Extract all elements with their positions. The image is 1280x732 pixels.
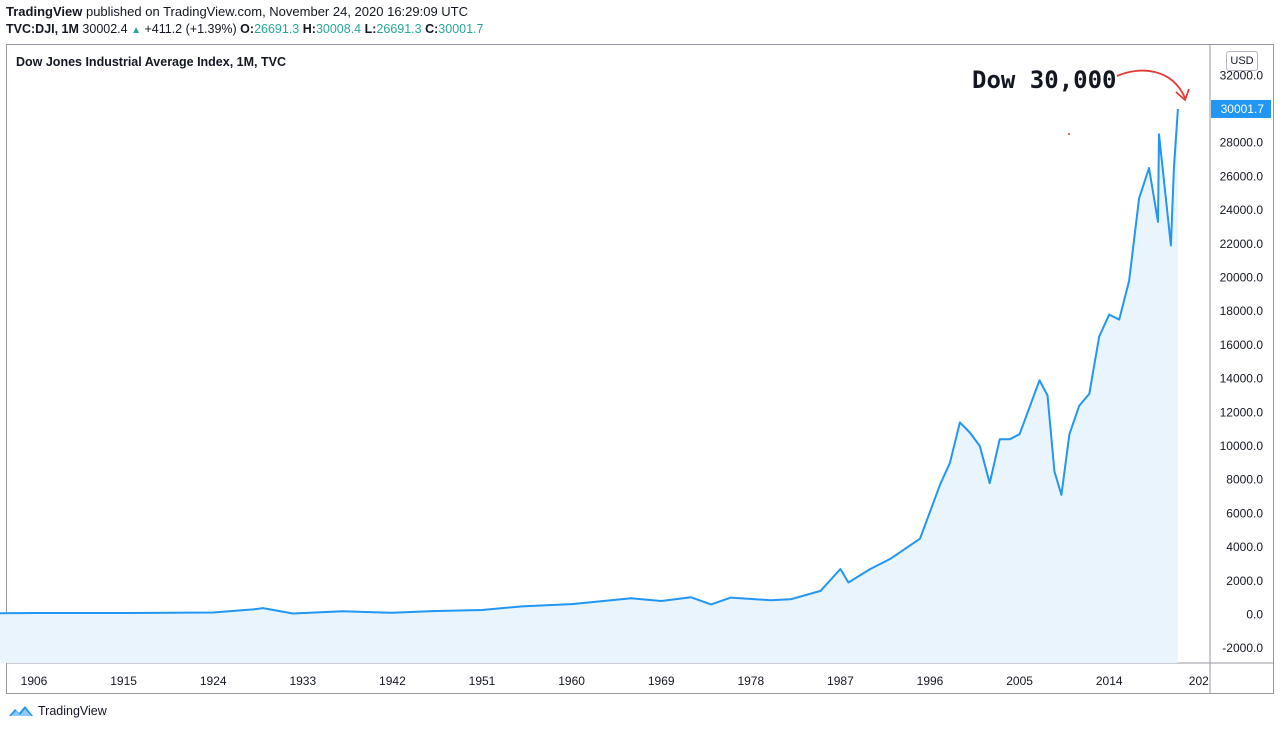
- close-value: 30001.7: [438, 22, 484, 36]
- high-label: H:: [302, 22, 316, 36]
- y-tick-label: 26000.0: [1220, 169, 1264, 183]
- y-tick-label: 0.0: [1246, 608, 1263, 622]
- last-price: 30002.4: [82, 22, 128, 36]
- y-tick-label: 2000.0: [1226, 574, 1263, 588]
- publisher-brand: TradingView: [6, 4, 83, 19]
- x-tick-label: 1969: [648, 674, 675, 688]
- y-tick-label: 22000.0: [1220, 237, 1264, 251]
- high-value: 30008.4: [315, 22, 362, 36]
- open-value: 26691.3: [254, 22, 300, 36]
- footer-brand-label: TradingView: [38, 704, 107, 718]
- annotation-dot: [1068, 133, 1070, 135]
- y-tick-label: 20000.0: [1220, 271, 1264, 285]
- x-tick-label: 202: [1189, 674, 1209, 688]
- ohlc-bar: TVC:DJI, 1M 30002.4 ▲ +411.2 (+1.39%) O:…: [6, 22, 483, 36]
- low-value: 26691.3: [376, 22, 422, 36]
- series-line: [0, 108, 1179, 615]
- publish-date: published on TradingView.com, November 2…: [85, 4, 469, 19]
- annotation-arrowhead: [1175, 88, 1190, 102]
- close-label: C:: [425, 22, 439, 36]
- annotation-arrow: [1116, 69, 1186, 99]
- series-area-fill: [0, 109, 1178, 663]
- low-label: L:: [364, 22, 377, 36]
- x-tick-label: 1933: [289, 674, 316, 688]
- footer-brand[interactable]: TradingView: [8, 704, 107, 718]
- x-tick-label: 1996: [917, 674, 944, 688]
- annotation-text: Dow 30,000: [972, 66, 1117, 94]
- y-tick-label: -2000.0: [1222, 641, 1263, 655]
- x-tick-label: 2014: [1096, 674, 1123, 688]
- y-tick-label: 18000.0: [1220, 304, 1264, 318]
- y-tick-label: 10000.0: [1220, 439, 1264, 453]
- y-tick-label: 32000.0: [1220, 68, 1264, 82]
- x-tick-label: 1951: [469, 674, 496, 688]
- publish-info: TradingView published on TradingView.com…: [6, 4, 468, 19]
- chart-frame: [6, 44, 1274, 694]
- up-triangle-icon: ▲: [131, 25, 141, 36]
- y-tick-label: 24000.0: [1220, 203, 1264, 217]
- last-value-badge: [1211, 99, 1271, 118]
- tradingview-logo-icon: [9, 706, 33, 716]
- chart-title: Dow Jones Industrial Average Index, 1M, …: [16, 55, 286, 69]
- x-tick-label: 1960: [558, 674, 585, 688]
- currency-button[interactable]: USD: [1226, 51, 1258, 71]
- y-tick-label: 4000.0: [1226, 540, 1263, 554]
- y-tick-label: 6000.0: [1226, 506, 1263, 520]
- x-tick-label: 1942: [379, 674, 406, 688]
- y-tick-label: 12000.0: [1220, 405, 1264, 419]
- y-tick-label: 28000.0: [1220, 136, 1264, 150]
- symbol-label: TVC:DJI, 1M: [6, 22, 79, 36]
- x-tick-label: 1906: [21, 674, 48, 688]
- x-tick-label: 1987: [827, 674, 854, 688]
- x-tick-label: 1978: [737, 674, 764, 688]
- x-tick-label: 1915: [110, 674, 137, 688]
- y-tick-label: 16000.0: [1220, 338, 1264, 352]
- y-tick-label: 14000.0: [1220, 372, 1264, 386]
- x-tick-label: 1924: [200, 674, 227, 688]
- price-change: +411.2 (+1.39%): [144, 22, 237, 36]
- y-tick-label: 8000.0: [1226, 473, 1263, 487]
- open-label: O:: [240, 22, 255, 36]
- x-tick-label: 2005: [1006, 674, 1033, 688]
- last-value-label: 30001.7: [1221, 102, 1265, 116]
